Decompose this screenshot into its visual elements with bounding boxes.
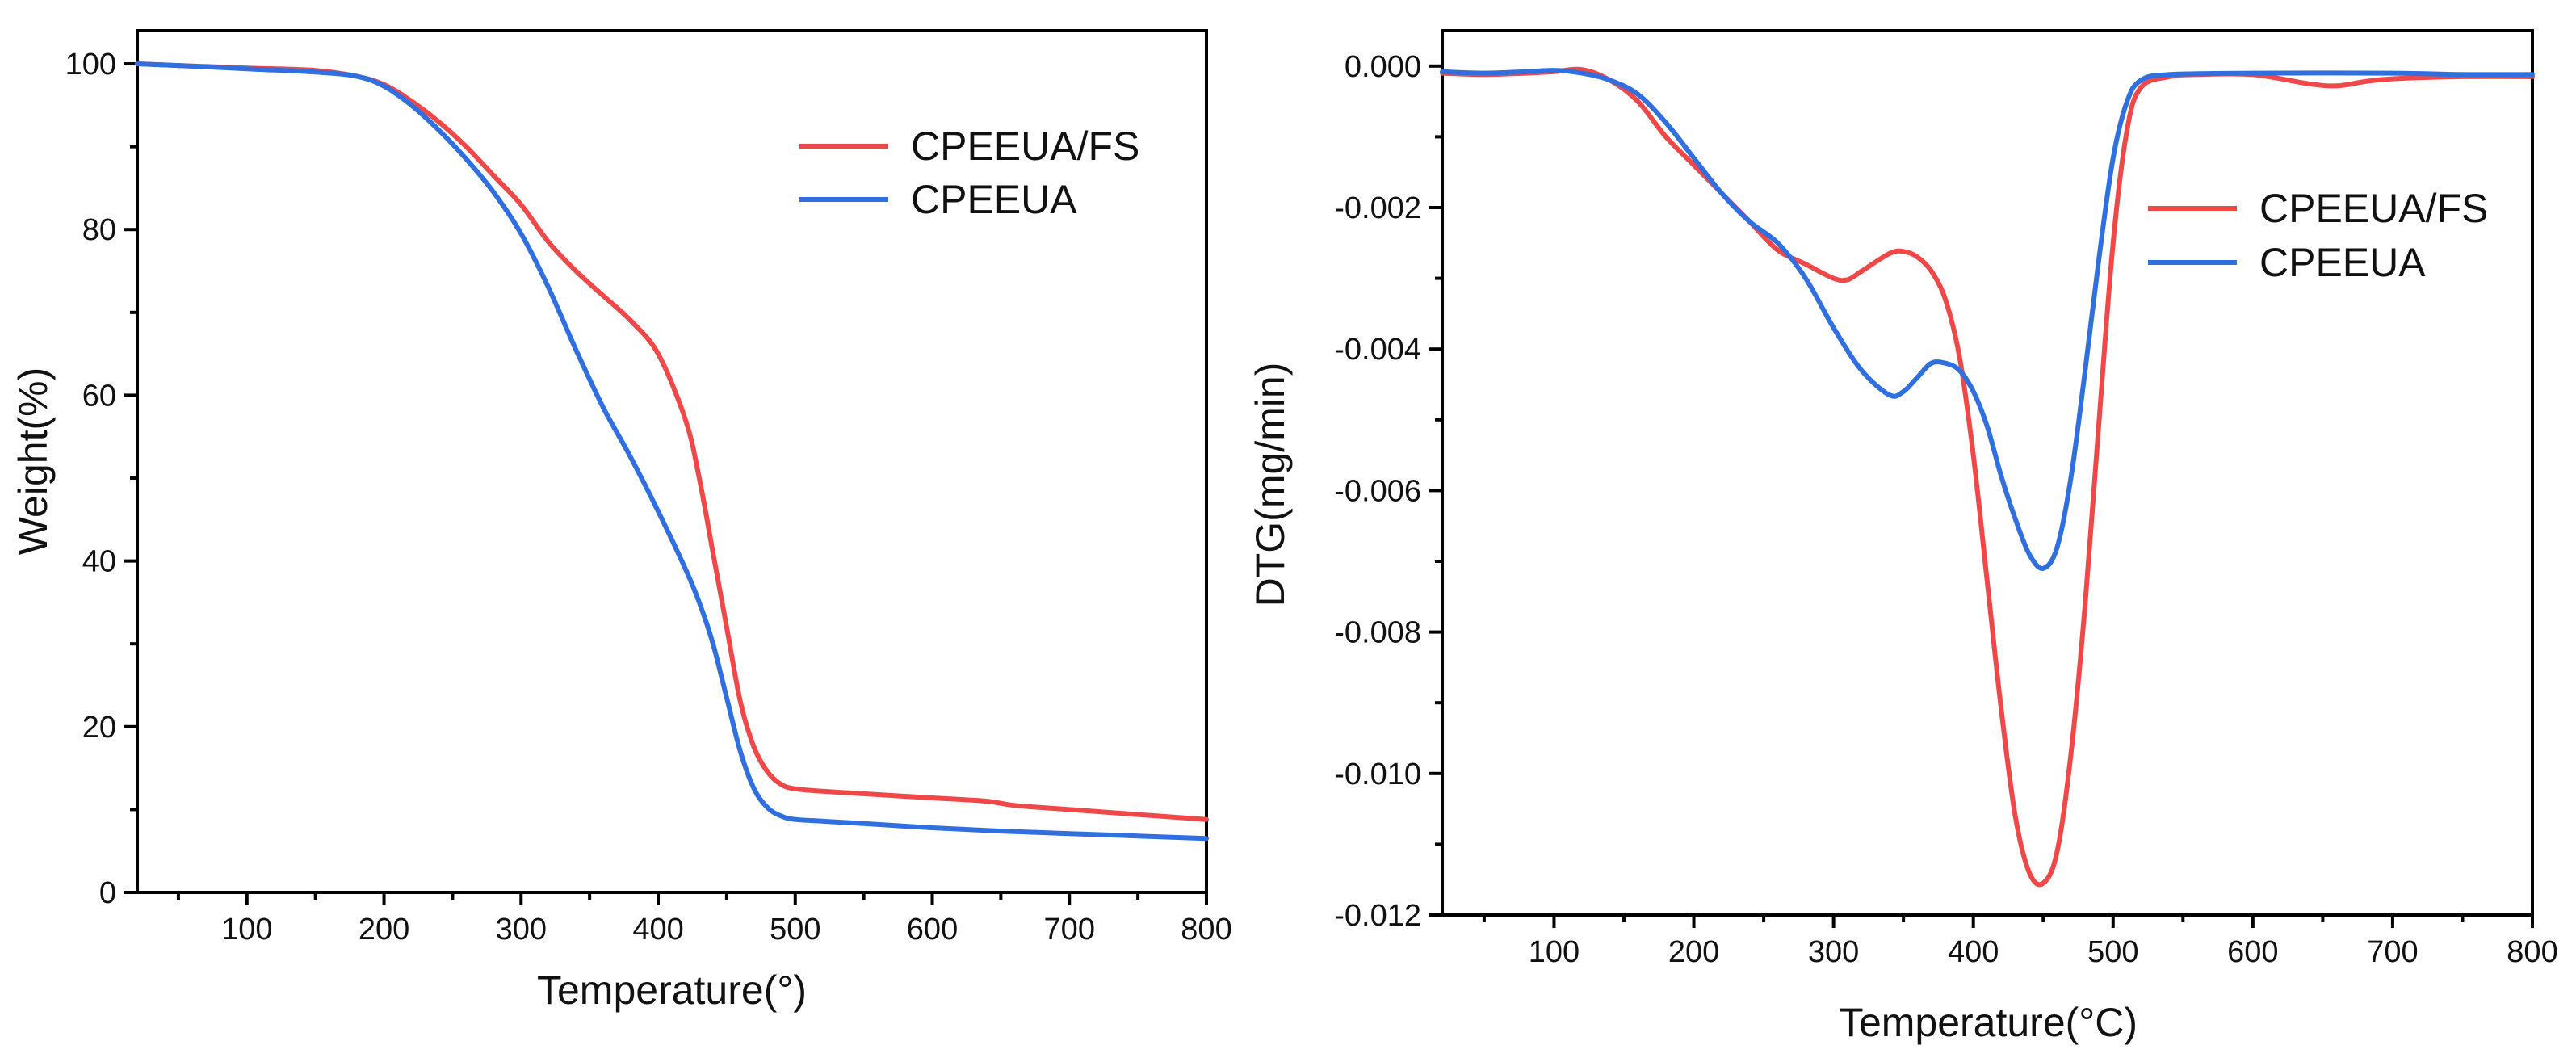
tga-y-tick-label: 80 — [82, 213, 116, 247]
tga-x-tick-label: 800 — [1181, 913, 1231, 947]
dtg-y-tick-label: -0.002 — [1334, 191, 1421, 225]
dtg-y-tick-label: -0.006 — [1334, 474, 1421, 508]
dtg-x-tick-label: 200 — [1668, 935, 1719, 969]
dtg-series-group — [1440, 66, 2535, 888]
tga-x-axis-label: Temperature(°) — [537, 968, 807, 1013]
tga-x-tick-label: 400 — [632, 913, 683, 947]
tga-x-tick-label: 600 — [907, 913, 958, 947]
dtg-x-tick-label: 300 — [1808, 935, 1859, 969]
dtg-x-tick-label: 500 — [2087, 935, 2138, 969]
dtg-x-tick-label: 100 — [1529, 935, 1580, 969]
tga-y-tick-label: 60 — [82, 379, 116, 413]
dtg-legend: CPEEUA/FS CPEEUA — [2148, 186, 2488, 285]
tga-x-axis: 100 200 300 400 500 600 700 800 — [176, 892, 1232, 947]
tga-legend: CPEEUA/FS CPEEUA — [799, 124, 1139, 222]
dtg-y-tick-label: -0.004 — [1334, 333, 1421, 367]
dtg-series-line-cpeeua — [1440, 68, 2535, 571]
tga-legend-label-cpeeua-fs: CPEEUA/FS — [911, 124, 1139, 169]
dtg-y-tick-label: -0.010 — [1334, 758, 1421, 791]
dtg-y-tick-label: 0.000 — [1345, 50, 1421, 84]
tga-series-line-cpeeua — [135, 61, 1209, 842]
tga-x-tick-label: 300 — [496, 913, 547, 947]
tga-series-group — [135, 61, 1209, 842]
dtg-x-tick-label: 400 — [1948, 935, 1999, 969]
dtg-x-axis-label: Temperature(°C) — [1839, 1000, 2138, 1045]
tga-y-tick-label: 20 — [82, 711, 116, 745]
dtg-legend-label-cpeeua: CPEEUA — [2259, 240, 2426, 285]
tga-y-axis: 0 20 40 60 80 100 — [65, 48, 137, 910]
dtg-y-axis-label: DTG(mg/min) — [1248, 363, 1293, 607]
dtg-y-tick-label: -0.008 — [1334, 616, 1421, 650]
dtg-x-tick-label: 800 — [2507, 935, 2557, 969]
dtg-y-tick-label: -0.012 — [1334, 899, 1421, 933]
dtg-chart: 100 200 300 400 500 600 700 800 0.000 -0.002 -0.0… — [1248, 29, 2558, 1045]
tga-x-tick-label: 500 — [770, 913, 820, 947]
tga-y-tick-label: 40 — [82, 545, 116, 579]
dtg-x-tick-label: 600 — [2227, 935, 2278, 969]
tga-x-tick-label: 100 — [221, 913, 272, 947]
tga-chart: 100 200 300 400 500 600 700 800 0 20 40 60 80 100 Te… — [10, 29, 1232, 1013]
tga-y-axis-label: Weight(%) — [10, 367, 56, 555]
dtg-y-axis: 0.000 -0.002 -0.004 -0.006 -0.008 -0.010 -0.01… — [1334, 50, 1442, 933]
tga-y-tick-label: 0 — [99, 876, 116, 910]
dtg-x-tick-label: 700 — [2367, 935, 2418, 969]
dtg-legend-label-cpeeua-fs: CPEEUA/FS — [2259, 186, 2488, 231]
tga-y-tick-label: 100 — [65, 48, 116, 82]
dtg-plot-frame — [1441, 29, 2534, 917]
tga-x-tick-label: 700 — [1044, 913, 1095, 947]
tga-plot-frame — [136, 29, 1208, 894]
dtg-x-axis: 100 200 300 400 500 600 700 800 — [1482, 915, 2558, 969]
tga-x-tick-label: 200 — [359, 913, 409, 947]
tga-legend-label-cpeeua: CPEEUA — [911, 177, 1077, 222]
